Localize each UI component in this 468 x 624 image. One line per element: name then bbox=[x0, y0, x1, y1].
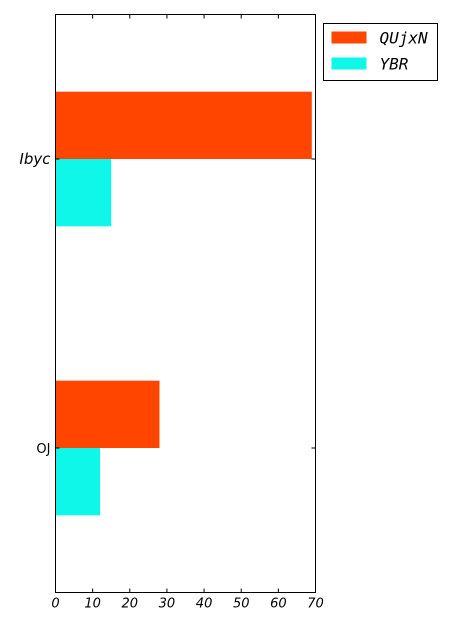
legend: QUjxN YBR bbox=[324, 24, 438, 81]
bar-QUjxN-OJ bbox=[56, 381, 160, 448]
legend-label-QUjxN: QUjxN bbox=[380, 29, 429, 48]
x-tick-label-50: 50 bbox=[233, 597, 250, 612]
y-tick-label-OJ: OJ bbox=[36, 442, 50, 457]
x-tick-label-60: 60 bbox=[270, 597, 287, 612]
x-tick-label-70: 70 bbox=[307, 597, 324, 612]
bar-YBR-OJ bbox=[56, 448, 101, 515]
bar-QUjxN-Ibyc bbox=[56, 92, 312, 159]
bar-YBR-Ibyc bbox=[56, 159, 112, 226]
y-tick-label-Ibyc: Ibyc bbox=[19, 150, 51, 168]
x-tick-label-0: 0 bbox=[51, 597, 59, 612]
x-tick-label-20: 20 bbox=[122, 597, 139, 612]
bars-group bbox=[56, 92, 312, 516]
x-tick-label-40: 40 bbox=[196, 597, 213, 612]
legend-label-YBR: YBR bbox=[380, 55, 409, 74]
x-tick-label-10: 10 bbox=[84, 597, 101, 612]
legend-swatch-YBR bbox=[332, 58, 367, 70]
x-tick-label-30: 30 bbox=[159, 597, 176, 612]
legend-swatch-QUjxN bbox=[332, 32, 367, 44]
